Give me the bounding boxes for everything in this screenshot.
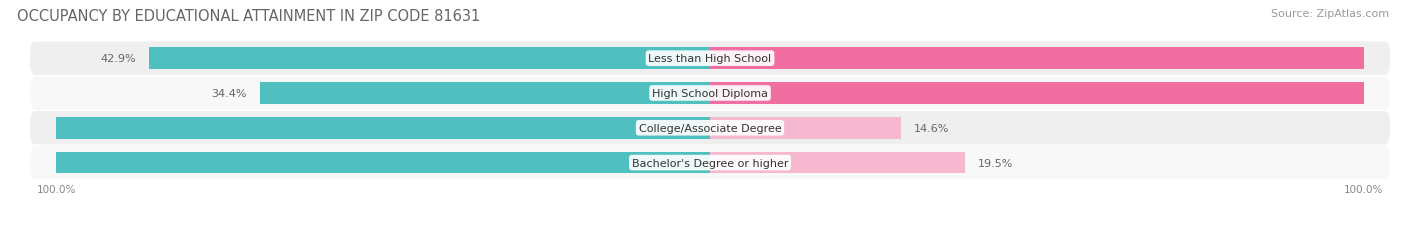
Text: 57.1%: 57.1% bbox=[1399, 54, 1406, 64]
Bar bbox=[710, 48, 1406, 70]
Text: College/Associate Degree: College/Associate Degree bbox=[638, 123, 782, 133]
Bar bbox=[0, 152, 710, 174]
Text: 14.6%: 14.6% bbox=[914, 123, 949, 133]
Text: Source: ZipAtlas.com: Source: ZipAtlas.com bbox=[1271, 9, 1389, 19]
FancyBboxPatch shape bbox=[30, 77, 1391, 110]
Bar bbox=[710, 118, 901, 139]
Bar bbox=[710, 152, 965, 174]
Bar bbox=[710, 83, 1406, 104]
Text: 19.5%: 19.5% bbox=[979, 158, 1014, 168]
FancyBboxPatch shape bbox=[30, 112, 1391, 145]
Text: OCCUPANCY BY EDUCATIONAL ATTAINMENT IN ZIP CODE 81631: OCCUPANCY BY EDUCATIONAL ATTAINMENT IN Z… bbox=[17, 9, 479, 24]
Text: Bachelor's Degree or higher: Bachelor's Degree or higher bbox=[631, 158, 789, 168]
Bar bbox=[149, 48, 710, 70]
Text: Less than High School: Less than High School bbox=[648, 54, 772, 64]
FancyBboxPatch shape bbox=[30, 42, 1391, 76]
Text: 42.9%: 42.9% bbox=[100, 54, 136, 64]
Text: 34.4%: 34.4% bbox=[212, 88, 247, 99]
FancyBboxPatch shape bbox=[30, 146, 1391, 179]
Bar bbox=[0, 118, 710, 139]
Bar bbox=[260, 83, 710, 104]
Text: High School Diploma: High School Diploma bbox=[652, 88, 768, 99]
